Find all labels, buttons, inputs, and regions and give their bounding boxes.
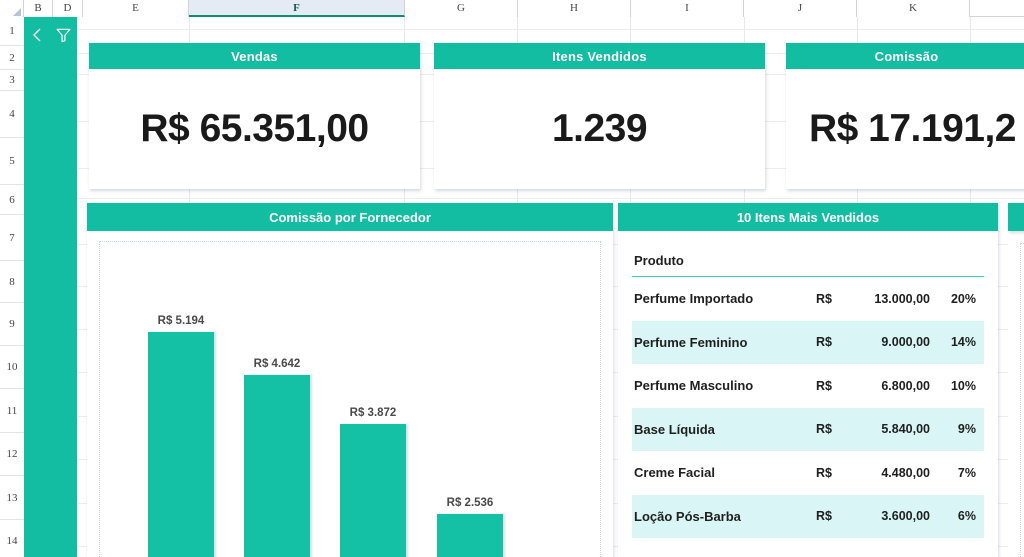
select-all-icon[interactable]: [0, 0, 24, 17]
cell-produto: Perfume Feminino: [634, 334, 748, 350]
kpi-card-itens-vendidos[interactable]: Itens Vendidos 1.239: [434, 43, 765, 189]
cell-value: 5.840,00: [881, 422, 930, 437]
column-header-B[interactable]: B: [24, 0, 53, 17]
kpi-card-vendas[interactable]: Vendas R$ 65.351,00: [89, 43, 420, 189]
cell-value: 13.000,00: [874, 291, 930, 306]
cell-value: 3.600,00: [881, 509, 930, 524]
table-row[interactable]: Base Líquida R$ 5.840,00 9%: [632, 407, 984, 451]
row-header-3[interactable]: 3: [0, 70, 24, 91]
column-header-J[interactable]: J: [744, 0, 857, 17]
bar-item[interactable]: R$ 5.194: [148, 315, 214, 557]
cell-percent: 9%: [957, 422, 976, 437]
kpi-card-title: Comissão: [786, 43, 1024, 69]
row-header-8[interactable]: 8: [0, 261, 24, 303]
bar-series: R$ 5.194 R$ 4.642 R$ 3.872 R$ 2.536: [100, 242, 600, 557]
kpi-card-comissao[interactable]: Comissão R$ 17.191,2: [786, 43, 1024, 189]
top-items-table: Produto Perfume Importado R$ 13.000,00 2…: [632, 245, 984, 538]
column-header-I[interactable]: I: [631, 0, 744, 17]
bar-item[interactable]: R$ 2.536: [437, 497, 503, 557]
third-panel-header-partial[interactable]: [1008, 203, 1024, 231]
kpi-card-value: R$ 65.351,00: [140, 107, 369, 150]
row-header-4[interactable]: 4: [0, 91, 24, 138]
cell-value: 6.800,00: [881, 378, 930, 393]
column-header-F[interactable]: F: [189, 0, 405, 17]
row-header-bar: 1 2 3 4 5 6 7 8 9 10 11 12 13 14 15 16: [0, 17, 24, 557]
bar-value-label: R$ 4.642: [253, 358, 301, 370]
kpi-card-title: Itens Vendidos: [434, 43, 765, 69]
row-header-2[interactable]: 2: [0, 46, 24, 70]
bar-value-label: R$ 5.194: [157, 315, 205, 327]
column-header-bar: B D E F G H I J K: [0, 0, 1024, 17]
cell-percent: 14%: [950, 335, 976, 350]
bar-value-label: R$ 3.872: [349, 407, 397, 419]
bar-value-label: R$ 2.536: [446, 497, 494, 509]
cell-percent: 10%: [950, 378, 976, 393]
column-header-H[interactable]: H: [518, 0, 631, 17]
row-header-12[interactable]: 12: [0, 433, 24, 476]
table-row[interactable]: Loção Pós-Barba R$ 3.600,00 6%: [632, 494, 984, 538]
dashboard-side-panel: [24, 17, 77, 557]
bar-item[interactable]: R$ 3.872: [340, 407, 406, 557]
row-header-9[interactable]: 9: [0, 303, 24, 346]
row-header-1[interactable]: 1: [0, 17, 24, 46]
cell-value: 4.480,00: [881, 465, 930, 480]
table-header-row: Produto: [632, 245, 984, 277]
column-header-K[interactable]: K: [857, 0, 970, 17]
chart-panel-title: Comissão por Fornecedor: [87, 203, 613, 231]
list-panel-title: 10 Itens Mais Vendidos: [618, 203, 998, 231]
kpi-card-value: R$ 17.191,2: [808, 107, 1017, 150]
cell-produto: Creme Facial: [634, 465, 715, 481]
bar-item[interactable]: R$ 4.642: [244, 358, 310, 557]
cell-currency: R$: [816, 465, 832, 480]
row-header-11[interactable]: 11: [0, 389, 24, 433]
chart-plot-area: R$ 5.194 R$ 4.642 R$ 3.872 R$ 2.536: [99, 241, 601, 557]
cell-currency: R$: [816, 422, 832, 437]
row-header-14[interactable]: 14: [0, 520, 24, 557]
cell-percent: 6%: [957, 509, 976, 524]
cell-currency: R$: [816, 291, 832, 306]
column-header-D[interactable]: D: [53, 0, 83, 17]
cell-percent: 7%: [957, 465, 976, 480]
row-header-13[interactable]: 13: [0, 476, 24, 520]
chart-panel-comissao-por-fornecedor[interactable]: Comissão por Fornecedor R$ 5.194 R$ 4.64…: [87, 203, 613, 557]
column-header-produto: Produto: [634, 253, 684, 268]
third-panel-plot-area: [1020, 243, 1024, 557]
table-row[interactable]: Perfume Importado R$ 13.000,00 20%: [632, 277, 984, 321]
row-header-6[interactable]: 6: [0, 185, 24, 215]
list-panel-top-itens[interactable]: 10 Itens Mais Vendidos Produto Perfume I…: [618, 203, 998, 557]
cell-currency: R$: [816, 378, 832, 393]
funnel-filter-icon[interactable]: [55, 26, 72, 44]
table-row[interactable]: Perfume Feminino R$ 9.000,00 14%: [632, 320, 984, 364]
cell-percent: 20%: [950, 291, 976, 306]
cell-produto: Loção Pós-Barba: [634, 508, 741, 524]
row-header-7[interactable]: 7: [0, 215, 24, 261]
column-header-E[interactable]: E: [83, 0, 189, 17]
row-header-10[interactable]: 10: [0, 346, 24, 389]
cell-produto: Perfume Importado: [634, 291, 754, 307]
third-panel-body-partial[interactable]: [1008, 231, 1024, 557]
column-header-G[interactable]: G: [405, 0, 518, 17]
cell-produto: Base Líquida: [634, 421, 715, 437]
row-header-5[interactable]: 5: [0, 138, 24, 185]
kpi-card-title: Vendas: [89, 43, 420, 69]
chevron-left-icon[interactable]: [29, 26, 46, 44]
cell-value: 9.000,00: [881, 335, 930, 350]
table-row[interactable]: Creme Facial R$ 4.480,00 7%: [632, 451, 984, 495]
cell-currency: R$: [816, 509, 832, 524]
cell-currency: R$: [816, 335, 832, 350]
cell-produto: Perfume Masculino: [634, 378, 754, 394]
kpi-card-value: 1.239: [551, 107, 648, 150]
table-row[interactable]: Perfume Masculino R$ 6.800,00 10%: [632, 364, 984, 408]
